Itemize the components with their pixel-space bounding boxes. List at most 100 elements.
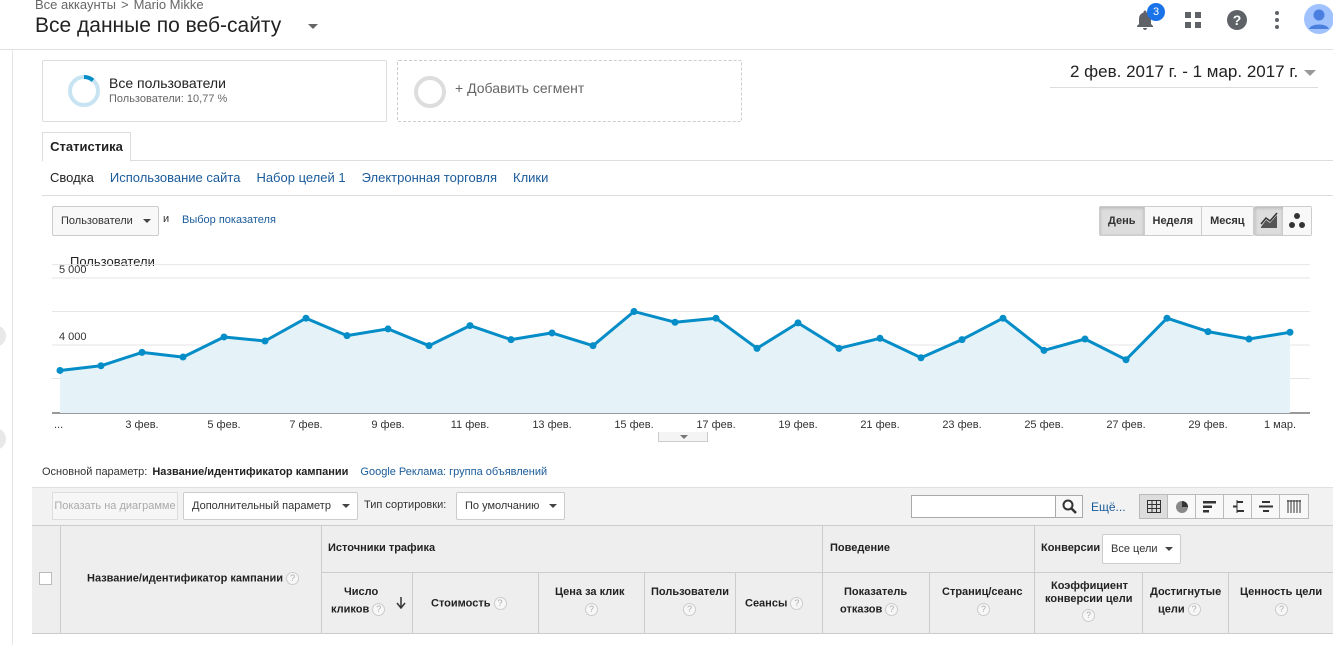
data-point[interactable] xyxy=(302,314,310,322)
period-day-button[interactable]: День xyxy=(1100,207,1145,235)
nav-dot-icon[interactable] xyxy=(0,325,6,347)
table-search-button[interactable] xyxy=(1055,495,1083,518)
view-comparison-button[interactable] xyxy=(1224,495,1252,518)
data-point[interactable] xyxy=(1286,328,1294,336)
column-sessions[interactable]: Сеансы? xyxy=(745,597,804,610)
goal-select[interactable]: Все цели xyxy=(1102,534,1181,564)
data-point[interactable] xyxy=(384,325,392,333)
data-point[interactable] xyxy=(1163,314,1171,322)
secondary-dimension-select[interactable]: Дополнительный параметр xyxy=(183,492,358,520)
add-segment-card[interactable]: + Добавить сегмент xyxy=(397,60,742,122)
primary-dimension-campaign[interactable]: Название/идентификатор кампании xyxy=(152,466,349,478)
data-point[interactable] xyxy=(712,314,720,322)
column-conv-rate-line1[interactable]: Коэффициент xyxy=(1051,580,1129,592)
view-selector-title[interactable]: Все данные по веб-сайту xyxy=(35,14,282,37)
column-goal-value[interactable]: Ценность цели xyxy=(1240,586,1323,598)
table-search-input[interactable] xyxy=(911,495,1056,518)
data-point[interactable] xyxy=(1081,335,1089,343)
help-icon[interactable]: ? xyxy=(683,603,696,616)
sort-type-select[interactable]: По умолчанию xyxy=(456,492,565,520)
help-icon[interactable]: ? xyxy=(585,603,598,616)
view-dropdown-caret-icon[interactable] xyxy=(308,24,318,29)
data-point[interactable] xyxy=(589,342,597,350)
column-conv-rate[interactable]: конверсии цели xyxy=(1045,593,1133,605)
data-point[interactable] xyxy=(548,329,556,337)
data-point[interactable] xyxy=(1204,328,1212,336)
data-point[interactable] xyxy=(630,308,638,315)
data-point[interactable] xyxy=(1122,356,1130,364)
data-point[interactable] xyxy=(917,354,925,362)
advanced-filter-link[interactable]: Ещё... xyxy=(1091,500,1126,514)
sort-desc-arrow-icon[interactable] xyxy=(396,597,406,609)
apps-grid-icon[interactable] xyxy=(1181,8,1205,32)
view-table-button[interactable] xyxy=(1140,495,1168,518)
data-point[interactable] xyxy=(507,336,515,344)
data-point[interactable] xyxy=(220,333,228,341)
data-point[interactable] xyxy=(97,362,105,370)
data-point[interactable] xyxy=(1245,335,1253,343)
column-goal-completions[interactable]: цели? xyxy=(1158,603,1201,616)
tab-statistics[interactable]: Статистика xyxy=(42,132,131,162)
motion-chart-button[interactable] xyxy=(1283,207,1311,235)
view-performance-button[interactable] xyxy=(1196,495,1224,518)
help-icon[interactable]: ? xyxy=(1187,603,1201,616)
breadcrumb-root[interactable]: Все аккаунты xyxy=(35,0,116,12)
select-all-checkbox[interactable] xyxy=(39,572,52,585)
subnav-ecommerce[interactable]: Электронная торговля xyxy=(361,170,497,185)
data-point[interactable] xyxy=(425,342,433,350)
data-point[interactable] xyxy=(753,344,761,352)
period-week-button[interactable]: Неделя xyxy=(1144,207,1203,235)
data-point[interactable] xyxy=(466,322,474,330)
column-clicks[interactable]: кликов? xyxy=(331,603,386,616)
help-icon[interactable]: ? xyxy=(493,597,507,610)
data-point[interactable] xyxy=(138,348,146,356)
subnav-clicks[interactable]: Клики xyxy=(513,170,549,185)
view-pivot-button[interactable] xyxy=(1280,495,1308,518)
segment-card-all-users[interactable]: Все пользователи Пользователи: 10,77 % xyxy=(42,60,387,122)
breadcrumb[interactable]: Все аккаунты > Mario Mikke xyxy=(35,0,204,12)
data-point[interactable] xyxy=(56,366,64,374)
chart-expand-handle[interactable] xyxy=(658,432,708,442)
view-pie-button[interactable] xyxy=(1168,495,1196,518)
data-point[interactable] xyxy=(261,337,269,345)
column-bounce-line1[interactable]: Показатель xyxy=(844,586,908,598)
column-clicks-line1[interactable]: Число xyxy=(344,586,379,598)
help-icon[interactable]: ? xyxy=(286,572,300,585)
data-point[interactable] xyxy=(1040,346,1048,354)
more-vert-icon[interactable] xyxy=(1265,8,1289,32)
breadcrumb-account[interactable]: Mario Mikke xyxy=(133,0,204,12)
date-range-picker[interactable]: 2 фев. 2017 г. - 1 мар. 2017 г. xyxy=(1050,60,1318,88)
data-point[interactable] xyxy=(343,332,351,340)
help-icon[interactable]: ? xyxy=(977,603,990,616)
column-campaign[interactable]: Название/идентификатор кампании? xyxy=(87,572,300,585)
help-icon[interactable]: ? xyxy=(1082,609,1095,622)
column-cost[interactable]: Стоимость? xyxy=(431,597,507,610)
column-pages-per-session[interactable]: Страниц/сеанс xyxy=(942,586,1023,598)
column-bounce[interactable]: отказов? xyxy=(840,603,899,616)
help-icon[interactable]: ? xyxy=(790,597,804,610)
subnav-summary[interactable]: Сводка xyxy=(50,170,94,185)
column-users[interactable]: Пользователи xyxy=(651,586,730,598)
data-point[interactable] xyxy=(671,318,679,326)
data-point[interactable] xyxy=(876,334,884,342)
subnav-site-usage[interactable]: Использование сайта xyxy=(109,170,241,185)
column-cpc[interactable]: Цена за клик xyxy=(555,586,625,598)
data-point[interactable] xyxy=(999,314,1007,322)
period-month-button[interactable]: Месяц xyxy=(1202,207,1253,235)
view-term-cloud-button[interactable] xyxy=(1252,495,1280,518)
column-goal-completions-line1[interactable]: Достигнутые xyxy=(1150,586,1222,598)
data-point[interactable] xyxy=(835,344,843,352)
plot-rows-button[interactable]: Показать на диаграмме xyxy=(52,492,178,520)
primary-dimension-adgroup-link[interactable]: Google Реклама: группа объявлений xyxy=(360,466,548,478)
help-icon[interactable]: ? xyxy=(1225,8,1249,32)
help-icon[interactable]: ? xyxy=(1275,603,1288,616)
data-point[interactable] xyxy=(958,336,966,344)
line-chart-button[interactable] xyxy=(1255,207,1283,235)
data-point[interactable] xyxy=(179,353,187,361)
help-icon[interactable]: ? xyxy=(885,603,899,616)
subnav-goal-set-1[interactable]: Набор целей 1 xyxy=(256,170,346,185)
metric-select[interactable]: Пользователи xyxy=(52,206,159,236)
avatar[interactable] xyxy=(1304,4,1333,34)
nav-dot-icon[interactable] xyxy=(0,428,6,450)
help-icon[interactable]: ? xyxy=(372,603,386,616)
